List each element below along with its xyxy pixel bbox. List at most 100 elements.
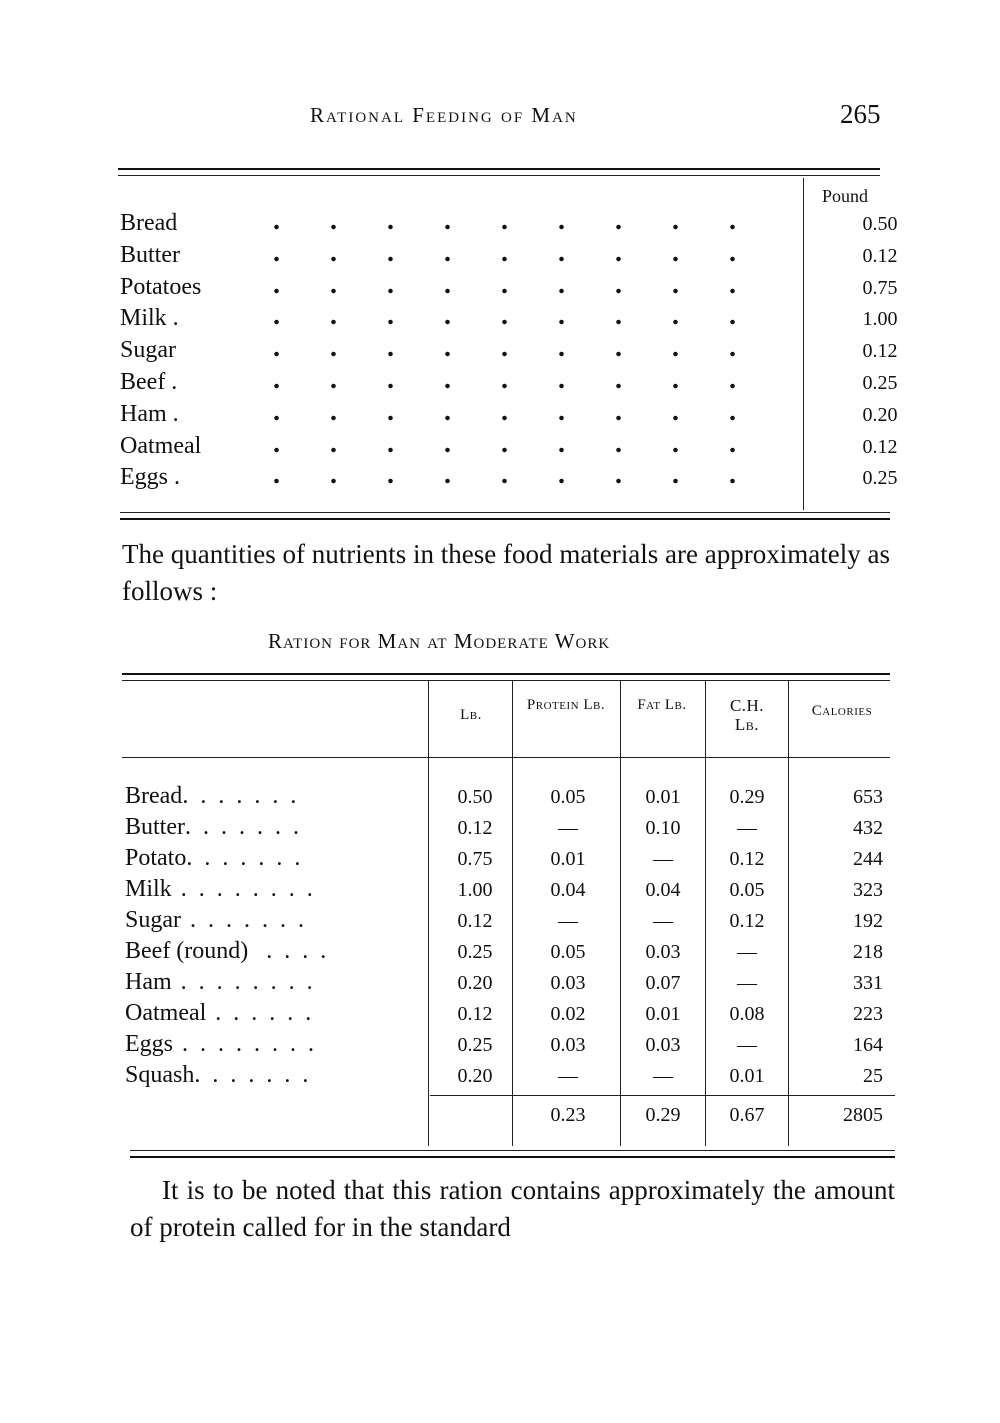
cell-lb: 0.25 <box>457 941 493 963</box>
food-name: Ham . <box>120 400 179 427</box>
food-amount: 0.75 <box>862 276 898 299</box>
cell-protein: 0.02 <box>550 1003 586 1025</box>
food-name: Squash. . . . . . . <box>125 1062 312 1088</box>
cell-fat: 0.01 <box>645 786 681 808</box>
leader-dots: . . . . . . . <box>181 907 307 933</box>
food-amount: 1.00 <box>862 308 898 331</box>
table2-top-rule <box>122 673 890 675</box>
leader-dots: . . . . . . . . <box>171 876 316 902</box>
food-name: Sugar . . . . . . . <box>125 907 307 933</box>
cell-ch: 0.08 <box>729 1003 765 1025</box>
running-title: Rational Feeding of Man <box>310 103 578 127</box>
leader-dots: . . . . . . . <box>182 783 300 809</box>
leader-dots <box>248 287 778 294</box>
ration-row: Ham . . . . . . . . 0.20 0.03 0.07 — 331 <box>125 968 895 998</box>
food-row: Bread 0.50 <box>120 209 898 239</box>
column-divider <box>705 680 706 1146</box>
cell-protein: 0.05 <box>550 786 586 808</box>
cell-calories: 331 <box>853 972 883 994</box>
page-number: 265 <box>840 99 881 129</box>
food-row: Oatmeal 0.12 <box>120 432 898 462</box>
total-protein: 0.23 <box>550 1104 586 1126</box>
column-divider <box>620 680 621 1146</box>
food-name: Potatoes <box>120 273 202 300</box>
cell-protein: 0.03 <box>550 972 586 994</box>
ration-row: Butter. . . . . . . 0.12 — 0.10 — 432 <box>125 813 895 843</box>
food-name: Beef . <box>120 369 178 395</box>
header-lb: Lb. <box>460 707 482 723</box>
intro-paragraph: The quantities of nutrients in these foo… <box>122 539 890 606</box>
ration-row: Sugar . . . . . . . 0.12 — — 0.12 192 <box>125 906 895 936</box>
column-divider <box>428 680 429 1146</box>
cell-fat: 0.01 <box>645 1003 681 1025</box>
cell-lb: 0.20 <box>457 1065 493 1087</box>
ration-row: Potato. . . . . . . 0.75 0.01 — 0.12 244 <box>125 844 895 874</box>
cell-calories: 218 <box>853 941 883 963</box>
food-name: Sugar <box>120 337 176 364</box>
leader-dots: . . . . . . . <box>185 814 302 840</box>
leader-dots <box>248 383 778 389</box>
cell-protein: — <box>558 1065 578 1087</box>
cell-ch: — <box>737 972 757 994</box>
food-row: Eggs . 0.25 <box>120 463 898 493</box>
cell-lb: 0.12 <box>457 817 493 839</box>
leader-dots <box>248 351 778 358</box>
food-name: Milk . <box>120 305 179 332</box>
cell-protein: — <box>558 817 578 839</box>
ration-row: Milk . . . . . . . . 1.00 0.04 0.04 0.05 323 <box>125 875 895 905</box>
table2-bottom-rule-inner <box>130 1150 895 1151</box>
cell-calories: 192 <box>853 910 883 932</box>
leader-dots <box>248 414 778 421</box>
header-protein: Protein Lb. <box>526 697 606 713</box>
leader-dots <box>248 255 778 262</box>
cell-calories: 25 <box>863 1065 883 1087</box>
total-calories: 2805 <box>843 1104 883 1126</box>
cell-fat: — <box>653 1065 673 1087</box>
column-divider <box>512 680 513 1146</box>
header-underline <box>122 757 890 758</box>
food-name: Ham . . . . . . . . <box>125 969 316 995</box>
cell-calories: 323 <box>853 879 883 901</box>
food-name: Bread <box>120 210 178 236</box>
closing-paragraph: It is to be noted that this ration conta… <box>130 1175 895 1242</box>
cell-lb: 1.00 <box>457 879 493 901</box>
food-row: Beef . 0.25 <box>120 368 898 398</box>
leader-dots <box>248 478 778 485</box>
cell-calories: 164 <box>853 1034 883 1056</box>
table2-top-rule-inner <box>122 680 890 681</box>
table1-bottom-rule-inner <box>120 512 890 513</box>
cell-calories: 244 <box>853 848 883 870</box>
table2-bottom-rule <box>130 1156 895 1158</box>
ration-row: Bread. . . . . . . 0.50 0.05 0.01 0.29 653 <box>125 782 895 812</box>
cell-ch: — <box>737 941 757 963</box>
leader-dots: . . . . . . . . <box>171 969 316 995</box>
cell-ch: 0.12 <box>729 848 765 870</box>
cell-ch: 0.01 <box>729 1065 765 1087</box>
unit-header: Pound <box>822 186 869 206</box>
food-row: Potatoes 0.75 <box>120 273 898 303</box>
leader-dots: . . . . <box>248 938 330 964</box>
totals-row: 0.23 0.29 0.67 2805 <box>125 1100 895 1130</box>
cell-fat: 0.04 <box>645 879 681 901</box>
food-row: Butter 0.12 <box>120 241 898 271</box>
table1-column-divider <box>803 178 804 510</box>
cell-calories: 432 <box>853 817 883 839</box>
table1-top-rule <box>118 168 880 170</box>
cell-fat: 0.07 <box>645 972 681 994</box>
header-fat: Fat Lb. <box>637 697 687 713</box>
food-name: Butter <box>120 241 180 268</box>
cell-fat: — <box>653 910 673 932</box>
ration-row: Eggs . . . . . . . . 0.25 0.03 0.03 — 164 <box>125 1030 895 1060</box>
food-name: Butter. . . . . . . <box>125 814 302 840</box>
cell-ch: 0.05 <box>729 879 765 901</box>
food-amount: 0.25 <box>862 467 898 490</box>
food-name: Potato. . . . . . . <box>125 845 304 871</box>
food-name: Eggs . . . . . . . . <box>125 1031 317 1057</box>
cell-ch: — <box>737 817 757 839</box>
cell-fat: 0.10 <box>645 817 681 839</box>
food-name: Oatmeal . . . . . . <box>125 1000 315 1026</box>
food-amount: 0.12 <box>862 244 898 267</box>
cell-ch: — <box>737 1034 757 1056</box>
food-amount: 0.25 <box>862 372 898 394</box>
cell-lb: 0.75 <box>457 848 493 870</box>
